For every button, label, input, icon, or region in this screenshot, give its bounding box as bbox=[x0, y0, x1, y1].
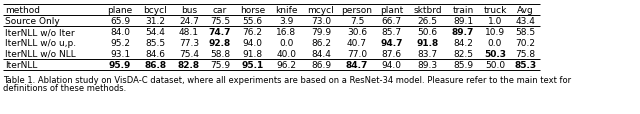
Text: truck: truck bbox=[483, 6, 507, 15]
Text: 73.0: 73.0 bbox=[311, 17, 331, 26]
Text: mcycl: mcycl bbox=[308, 6, 334, 15]
Text: 84.4: 84.4 bbox=[311, 50, 331, 58]
Text: train: train bbox=[452, 6, 474, 15]
Text: 94.7: 94.7 bbox=[380, 39, 403, 48]
Text: 95.2: 95.2 bbox=[110, 39, 130, 48]
Text: 84.0: 84.0 bbox=[110, 28, 130, 37]
Text: 24.7: 24.7 bbox=[179, 17, 199, 26]
Text: 75.5: 75.5 bbox=[210, 17, 230, 26]
Text: Table 1. Ablation study on VisDA-C dataset, where all experiments are based on a: Table 1. Ablation study on VisDA-C datas… bbox=[3, 75, 571, 84]
Text: plant: plant bbox=[380, 6, 403, 15]
Text: 10.9: 10.9 bbox=[485, 28, 505, 37]
Text: 85.3: 85.3 bbox=[515, 60, 536, 69]
Text: 70.2: 70.2 bbox=[515, 39, 536, 48]
Text: IterNLL w/o Iter: IterNLL w/o Iter bbox=[5, 28, 75, 37]
Text: 86.8: 86.8 bbox=[145, 60, 166, 69]
Text: 58.5: 58.5 bbox=[515, 28, 536, 37]
Text: 77.3: 77.3 bbox=[179, 39, 199, 48]
Text: definitions of these methods.: definitions of these methods. bbox=[3, 83, 126, 92]
Text: 7.5: 7.5 bbox=[350, 17, 364, 26]
Text: 16.8: 16.8 bbox=[276, 28, 296, 37]
Text: 82.8: 82.8 bbox=[178, 60, 200, 69]
Text: 48.1: 48.1 bbox=[179, 28, 199, 37]
Text: knife: knife bbox=[275, 6, 298, 15]
Text: 50.0: 50.0 bbox=[485, 60, 505, 69]
Text: 91.8: 91.8 bbox=[243, 50, 262, 58]
Text: IterNLL w/o NLL: IterNLL w/o NLL bbox=[5, 50, 76, 58]
Text: 95.9: 95.9 bbox=[109, 60, 131, 69]
Text: 87.6: 87.6 bbox=[381, 50, 401, 58]
Text: 30.6: 30.6 bbox=[347, 28, 367, 37]
Text: 84.7: 84.7 bbox=[346, 60, 368, 69]
Text: 89.3: 89.3 bbox=[417, 60, 438, 69]
Text: horse: horse bbox=[240, 6, 265, 15]
Text: 82.5: 82.5 bbox=[453, 50, 473, 58]
Text: 85.7: 85.7 bbox=[381, 28, 401, 37]
Text: IterNLL w/o u,p.: IterNLL w/o u,p. bbox=[5, 39, 76, 48]
Text: 66.7: 66.7 bbox=[381, 17, 401, 26]
Text: 86.2: 86.2 bbox=[311, 39, 331, 48]
Text: 50.3: 50.3 bbox=[484, 50, 506, 58]
Text: 89.1: 89.1 bbox=[453, 17, 473, 26]
Text: 54.4: 54.4 bbox=[145, 28, 165, 37]
Text: 50.6: 50.6 bbox=[417, 28, 438, 37]
Text: 85.5: 85.5 bbox=[145, 39, 166, 48]
Text: 65.9: 65.9 bbox=[110, 17, 130, 26]
Text: 75.4: 75.4 bbox=[179, 50, 199, 58]
Text: Avg: Avg bbox=[517, 6, 534, 15]
Text: 76.2: 76.2 bbox=[243, 28, 262, 37]
Text: bus: bus bbox=[181, 6, 197, 15]
Text: 0.0: 0.0 bbox=[279, 39, 294, 48]
Text: 92.8: 92.8 bbox=[209, 39, 231, 48]
Text: 74.7: 74.7 bbox=[209, 28, 231, 37]
Text: 96.2: 96.2 bbox=[276, 60, 296, 69]
Text: 94.0: 94.0 bbox=[243, 39, 262, 48]
Text: 77.0: 77.0 bbox=[347, 50, 367, 58]
Text: plane: plane bbox=[108, 6, 132, 15]
Text: 79.9: 79.9 bbox=[311, 28, 331, 37]
Text: sktbrd: sktbrd bbox=[413, 6, 442, 15]
Text: 3.9: 3.9 bbox=[279, 17, 294, 26]
Text: 84.2: 84.2 bbox=[453, 39, 473, 48]
Text: 93.1: 93.1 bbox=[110, 50, 130, 58]
Text: 75.9: 75.9 bbox=[210, 60, 230, 69]
Text: bcycl: bcycl bbox=[143, 6, 168, 15]
Text: 86.9: 86.9 bbox=[311, 60, 331, 69]
Text: IterNLL: IterNLL bbox=[5, 60, 37, 69]
Text: 55.6: 55.6 bbox=[243, 17, 262, 26]
Text: 91.8: 91.8 bbox=[417, 39, 438, 48]
Text: 85.9: 85.9 bbox=[453, 60, 473, 69]
Text: 43.4: 43.4 bbox=[516, 17, 536, 26]
Text: 1.0: 1.0 bbox=[488, 17, 502, 26]
Text: 75.8: 75.8 bbox=[515, 50, 536, 58]
Text: 26.5: 26.5 bbox=[417, 17, 438, 26]
Text: 0.0: 0.0 bbox=[488, 39, 502, 48]
Text: 95.1: 95.1 bbox=[241, 60, 264, 69]
Text: person: person bbox=[342, 6, 372, 15]
Text: 83.7: 83.7 bbox=[417, 50, 438, 58]
Text: 31.2: 31.2 bbox=[145, 17, 166, 26]
Text: Source Only: Source Only bbox=[5, 17, 60, 26]
Text: 84.6: 84.6 bbox=[145, 50, 166, 58]
Text: car: car bbox=[213, 6, 227, 15]
Text: 89.7: 89.7 bbox=[452, 28, 474, 37]
Text: 94.0: 94.0 bbox=[381, 60, 401, 69]
Text: 40.0: 40.0 bbox=[276, 50, 296, 58]
Text: 40.7: 40.7 bbox=[347, 39, 367, 48]
Text: 58.8: 58.8 bbox=[210, 50, 230, 58]
Text: method: method bbox=[5, 6, 40, 15]
